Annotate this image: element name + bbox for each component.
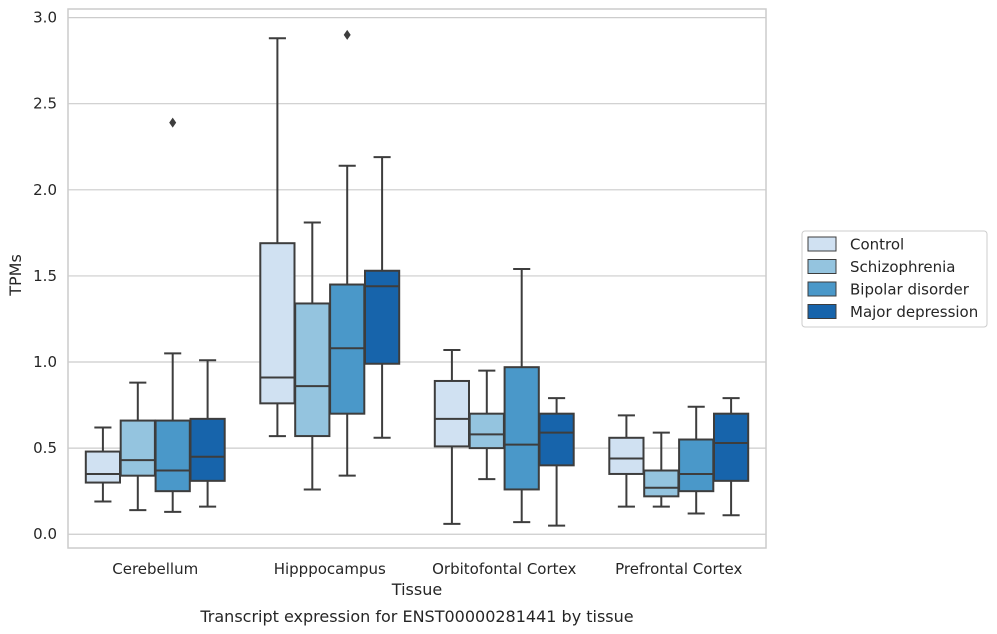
x-tick-label: Cerebellum: [112, 560, 198, 578]
outlier-point: [169, 117, 177, 128]
box-iqr: [468, 412, 505, 450]
legend-swatch: [807, 281, 837, 297]
box-bipolar-disorder: [503, 268, 540, 524]
box-iqr: [119, 419, 156, 477]
box-iqr: [643, 469, 680, 498]
legend-swatch: [807, 259, 837, 274]
box-bipolar-disorder: [154, 117, 191, 513]
box-major-depression: [363, 156, 401, 439]
x-tick-label: Orbitofontal Cortex: [432, 560, 576, 578]
y-tick-label: 2.5: [33, 95, 57, 113]
x-tick-label: Prefrontal Cortex: [615, 560, 742, 578]
box-control: [84, 426, 122, 503]
box-bipolar-disorder: [678, 405, 715, 515]
box-control: [259, 37, 296, 438]
box-major-depression: [712, 397, 750, 517]
legend-label: Major depression: [850, 303, 978, 321]
box-iqr: [294, 302, 331, 438]
box-control: [608, 414, 645, 508]
y-tick-labels: 0.0 0.5 1.0 1.5 2.0 2.5 3.0: [33, 9, 57, 544]
boxes: [84, 29, 750, 527]
legend: Control Schizophrenia Bipolar disorder Majo…: [801, 230, 988, 328]
box-iqr: [712, 412, 750, 482]
plot-frame: [67, 8, 767, 549]
box-iqr: [503, 366, 540, 491]
box-control: [433, 348, 471, 525]
x-tick-labels: Cerebellum Hipppocampus Orbitofontal Corte…: [112, 560, 742, 578]
y-tick-label: 2.0: [33, 181, 57, 199]
y-tick-label: 1.5: [33, 267, 57, 285]
y-tick-label: 3.0: [33, 9, 57, 27]
box-iqr: [363, 269, 401, 365]
outlier-point: [343, 29, 351, 40]
box-iqr: [154, 419, 191, 493]
legend-swatch: [807, 304, 837, 319]
x-axis-label: Tissue: [391, 580, 442, 599]
legend-swatch: [807, 236, 837, 252]
legend-frame: [801, 230, 988, 328]
legend-label: Schizophrenia: [850, 258, 955, 276]
y-tick-label: 0.5: [33, 439, 57, 457]
box-schizophrenia: [119, 381, 156, 512]
legend-label: Control: [850, 236, 904, 254]
y-tick-label: 0.0: [33, 525, 57, 543]
box-iqr: [608, 436, 645, 475]
box-schizophrenia: [468, 369, 505, 481]
box-major-depression: [189, 359, 226, 508]
box-schizophrenia: [643, 431, 680, 508]
box-iqr: [189, 417, 226, 482]
box-bipolar-disorder: [329, 29, 366, 477]
box-schizophrenia: [294, 221, 331, 491]
box-iqr: [678, 438, 715, 493]
y-axis-label: TPMs: [6, 254, 25, 297]
box-iqr: [259, 242, 296, 405]
box-iqr: [538, 412, 575, 467]
box-major-depression: [538, 397, 575, 527]
box-iqr: [433, 379, 471, 448]
chart-caption: Transcript expression for ENST0000028144…: [199, 607, 633, 626]
x-tick-label: Hipppocampus: [274, 560, 386, 578]
box-iqr: [84, 450, 122, 484]
legend-label: Bipolar disorder: [850, 281, 970, 299]
y-tick-label: 1.0: [33, 353, 57, 371]
